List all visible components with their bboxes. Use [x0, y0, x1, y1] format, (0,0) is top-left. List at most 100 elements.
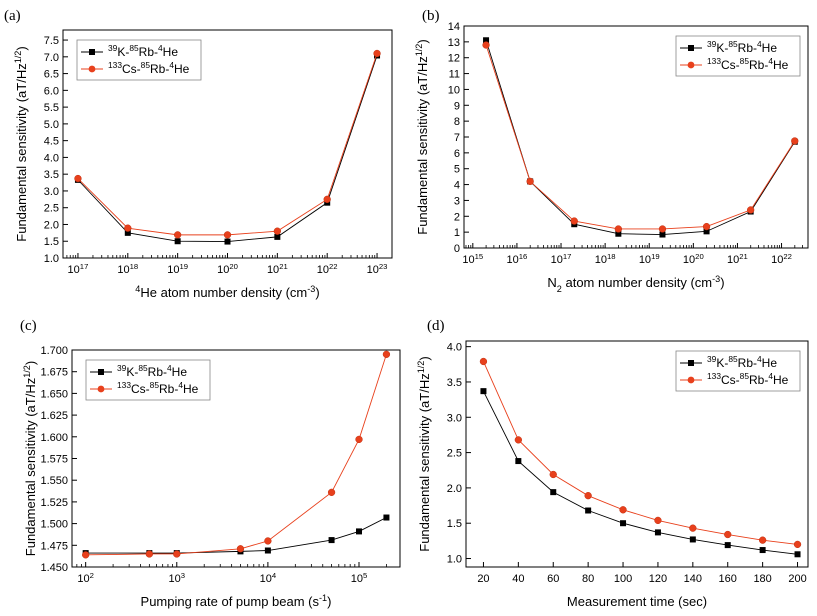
x-axis-label: Pumping rate of pump beam (s-1) — [141, 593, 332, 609]
data-point — [74, 174, 82, 183]
legend-entry: 133Cs-85Rb-4He — [117, 380, 199, 396]
y-tick-label: 6.5 — [44, 69, 59, 81]
y-tick-label: 5.5 — [44, 102, 59, 114]
data-point — [323, 195, 331, 203]
x-tick-label: 140 — [684, 573, 702, 585]
x-tick-label: 104 — [260, 571, 277, 586]
data-point — [794, 551, 801, 558]
legend-marker — [688, 360, 694, 366]
legend-marker — [89, 49, 95, 55]
y-tick-label: 1.0 — [447, 554, 462, 566]
y-tick-label: 10 — [448, 84, 460, 96]
y-axis-label: Fundamental sensitivity (aT/Hz1/2) — [416, 356, 432, 551]
y-tick-label: 1.5 — [44, 236, 59, 248]
y-tick-label: 4.0 — [447, 342, 462, 354]
data-point — [747, 206, 755, 214]
y-tick-label: 1.450 — [40, 562, 68, 574]
data-point — [620, 520, 627, 527]
data-point — [791, 137, 799, 145]
data-point — [479, 357, 488, 366]
data-point — [264, 537, 272, 545]
y-tick-label: 3.0 — [447, 412, 462, 424]
y-tick-label: 7.0 — [44, 52, 59, 64]
data-point — [328, 537, 335, 544]
x-tick-label: 1019 — [639, 252, 660, 267]
series-line — [483, 390, 798, 555]
data-point — [550, 489, 557, 496]
panel-label: (d) — [427, 318, 445, 334]
y-tick-label: 1.0 — [44, 253, 59, 265]
x-tick-label: 80 — [582, 573, 594, 585]
x-tick-label: 1015 — [462, 252, 483, 267]
y-tick-label: 1.675 — [40, 367, 68, 379]
data-point — [145, 550, 154, 558]
x-tick-label: 120 — [649, 573, 667, 585]
y-tick-label: 12 — [448, 53, 460, 65]
y-tick-label: 1.600 — [40, 432, 68, 444]
legend-marker — [97, 385, 105, 393]
data-point — [614, 225, 623, 233]
data-point — [619, 506, 627, 514]
x-tick-label: 1018 — [117, 262, 138, 277]
legend-marker — [88, 65, 96, 73]
data-point — [173, 550, 181, 558]
x-tick-label: 20 — [477, 573, 489, 585]
y-tick-label: 1.525 — [40, 497, 68, 509]
x-tick-label: 40 — [512, 573, 524, 585]
x-axis-label: N2 atom number density (cm-3) — [547, 274, 724, 294]
data-point — [480, 388, 487, 395]
x-tick-label: 180 — [753, 573, 771, 585]
x-axis-label: 4He atom number density (cm-3) — [135, 284, 319, 300]
legend-marker — [687, 61, 695, 69]
y-tick-label: 5 — [454, 164, 460, 176]
y-tick-label: 0 — [454, 243, 460, 255]
x-axis-label: Measurement time (sec) — [567, 594, 707, 609]
y-tick-label: 3 — [454, 195, 460, 207]
legend-entry: 133Cs-85Rb-4He — [707, 56, 789, 72]
x-tick-label: 105 — [351, 571, 368, 586]
data-point — [327, 488, 336, 497]
legend-entry: 133Cs-85Rb-4He — [108, 60, 190, 76]
legend-entry: 133Cs-85Rb-4He — [707, 371, 789, 387]
data-point — [549, 470, 557, 479]
y-axis-label: Fundamental sensitivity (aT/Hz1/2) — [22, 361, 38, 556]
data-point — [570, 217, 578, 225]
x-tick-label: 1019 — [167, 262, 188, 277]
data-point — [615, 230, 622, 237]
x-tick-label: 1020 — [217, 262, 238, 277]
data-point — [689, 524, 697, 532]
x-tick-label: 1022 — [771, 252, 792, 267]
y-axis-label: Fundamental sensitivity (aT/Hz1/2) — [13, 46, 29, 241]
x-tick-label: 102 — [77, 571, 94, 586]
legend-box — [85, 359, 211, 401]
panel-a: (a) 1017 1018 1019 1020 1021 1022 1023 1.0 1.5 2.0… — [4, 8, 393, 300]
x-tick-label: 1020 — [683, 252, 704, 267]
y-tick-label: 2.0 — [44, 219, 59, 231]
legend-marker — [688, 45, 694, 51]
data-point — [82, 551, 90, 559]
x-tick-label: 1017 — [68, 262, 89, 277]
legend-box — [675, 350, 801, 392]
y-tick-label: 1.575 — [40, 454, 68, 466]
data-point — [124, 229, 131, 236]
y-tick-label: 13 — [448, 37, 460, 49]
data-point — [758, 536, 767, 544]
y-tick-label: 4 — [454, 180, 460, 192]
data-point — [759, 547, 766, 554]
y-tick-label: 1.500 — [40, 519, 68, 531]
plot-frame — [465, 340, 809, 568]
data-point — [373, 49, 381, 58]
y-tick-label: 4.0 — [44, 152, 59, 164]
legend-entry: 39K-85Rb-4He — [117, 363, 187, 379]
y-tick-label: 3.5 — [44, 169, 59, 181]
y-tick-label: 2.0 — [447, 483, 462, 495]
x-tick-label: 1022 — [317, 262, 338, 277]
y-tick-label: 1 — [454, 227, 460, 239]
panel-label: (b) — [422, 8, 440, 24]
x-tick-label: 1018 — [595, 252, 616, 267]
data-point — [793, 540, 802, 549]
data-point — [526, 177, 534, 186]
x-tick-label: 1023 — [367, 262, 388, 277]
data-point — [724, 530, 732, 539]
x-tick-label: 1016 — [507, 252, 528, 267]
